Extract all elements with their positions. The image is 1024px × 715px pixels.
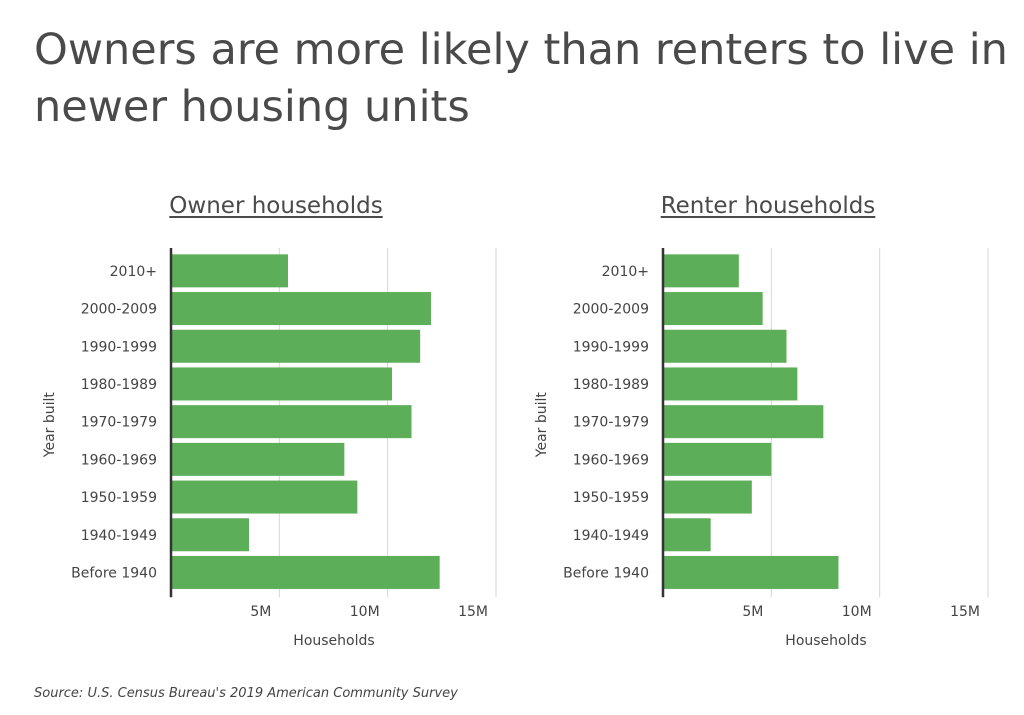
owner-category-label: 1940-1949 [81,528,157,544]
owner-category-label: 1960-1969 [81,452,157,468]
owner-x-tick-label: 5M [250,604,271,620]
renter-x-tick-label: 15M [950,604,980,620]
renter-households-panel: Renter households 2010+ 2000-2009 1990-199… [492,180,992,660]
renter-category-label: Before 1940 [563,565,649,581]
chart-title: Owners are more likely than renters to l… [34,25,1008,132]
owner-category-label: 1990-1999 [81,339,157,355]
owner-bar [171,442,345,476]
owner-x-tick-label: 15M [458,604,488,620]
renter-category-label: 1940-1949 [573,528,649,544]
renter-x-tick-label: 10M [842,604,872,620]
renter-bar [663,292,763,326]
source-note: Source: U.S. Census Bureau's 2019 Americ… [34,686,458,701]
renter-panel-title: Renter households [660,193,876,219]
renter-bar [663,480,752,514]
owner-category-label: Before 1940 [71,565,157,581]
renter-bar [663,518,711,552]
renter-y-axis-label: Year built [534,392,550,459]
renter-bar [663,405,824,439]
renter-bar-chart: 2010+ 2000-2009 1990-1999 1980-1989 1970-197… [534,248,989,649]
renter-x-axis-label: Households [785,633,866,649]
owner-bar [171,292,431,326]
owner-category-label: 1970-1979 [81,415,157,431]
renter-category-label: 1970-1979 [573,415,649,431]
renter-category-label: 1950-1959 [573,490,649,506]
owner-x-tick-label: 10M [350,604,380,620]
renter-category-label: 1980-1989 [573,377,649,393]
owner-bar [171,405,412,439]
owner-bar [171,480,358,514]
owner-panel-title: Owner households [169,193,383,219]
owner-bar [171,555,440,589]
owner-bar [171,367,392,401]
renter-category-label: 2000-2009 [573,302,649,318]
renter-bar [663,555,839,589]
owner-category-label: 1950-1959 [81,490,157,506]
owner-category-label: 2010+ [110,264,157,280]
owner-y-axis-label: Year built [42,392,58,459]
renter-bar [663,329,787,363]
owner-bar [171,329,421,363]
owner-x-axis-label: Households [293,633,374,649]
renter-bar [663,367,798,401]
renter-bar [663,442,772,476]
owner-category-label: 2000-2009 [81,302,157,318]
owner-category-label: 1980-1989 [81,377,157,393]
owner-bar [171,518,249,552]
renter-category-label: 1960-1969 [573,452,649,468]
renter-category-label: 2010+ [602,264,649,280]
owner-households-panel: Owner households 2010+ 2000-2009 1990-1999… [0,180,500,660]
renter-x-tick-label: 5M [742,604,763,620]
renter-bar [663,254,739,288]
owner-bar [171,254,288,288]
owner-bar-chart: 2010+ 2000-2009 1990-1999 1980-1989 1970-197… [42,248,497,649]
renter-category-label: 1990-1999 [573,339,649,355]
